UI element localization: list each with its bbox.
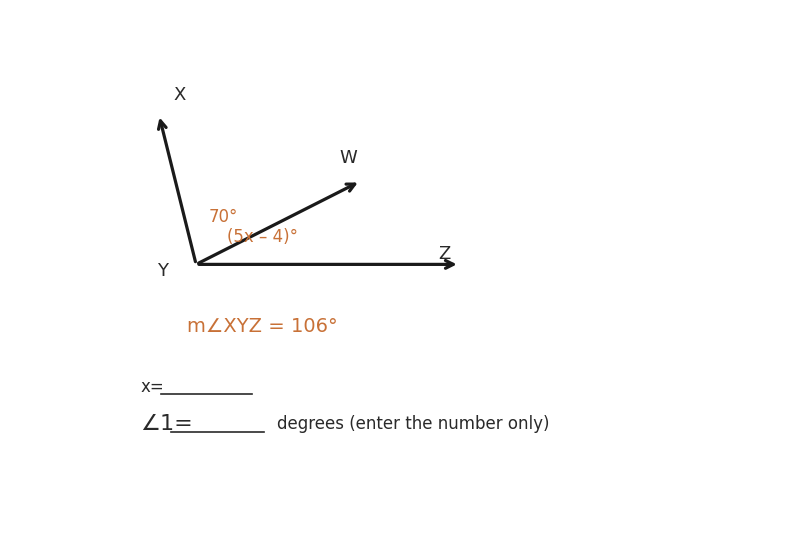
Text: degrees (enter the number only): degrees (enter the number only) [277, 415, 550, 434]
Text: Z: Z [438, 245, 450, 263]
Text: Y: Y [157, 261, 168, 280]
Text: (5x – 4)°: (5x – 4)° [227, 228, 298, 246]
Text: m∠XYZ = 106°: m∠XYZ = 106° [187, 318, 338, 336]
Text: 70°: 70° [209, 207, 238, 226]
Text: ∠1=: ∠1= [140, 415, 193, 435]
Text: W: W [339, 148, 357, 167]
Text: X: X [173, 86, 186, 104]
Text: x=: x= [140, 378, 164, 396]
